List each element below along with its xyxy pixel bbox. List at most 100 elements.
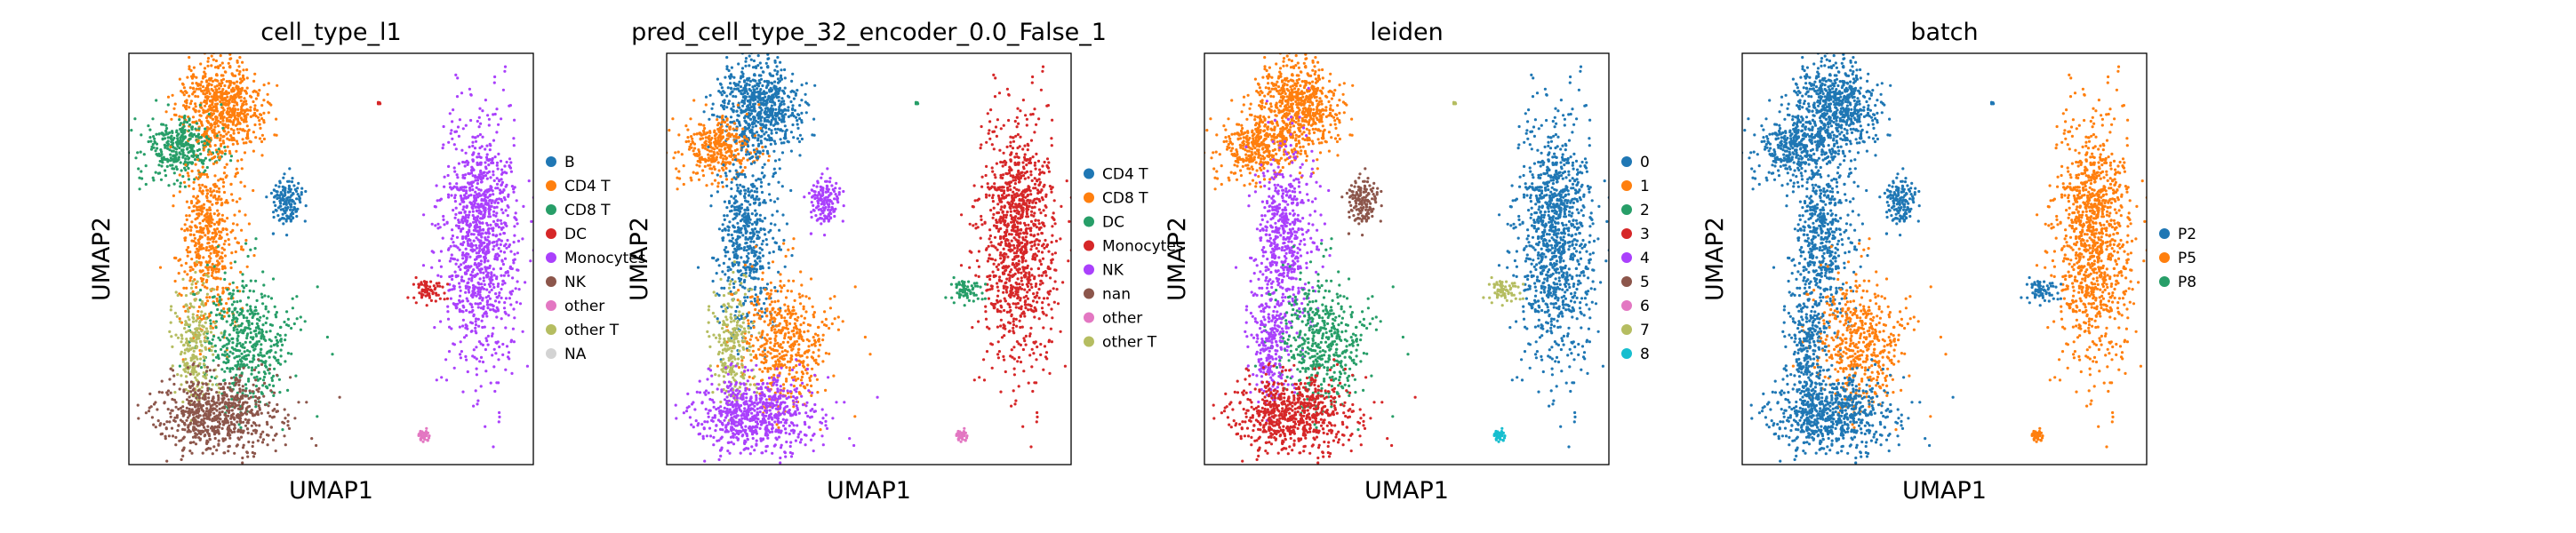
scatter-point [189, 200, 194, 203]
scatter-point [232, 347, 236, 351]
scatter-point [177, 132, 180, 136]
scatter-point [199, 135, 203, 139]
scatter-point [452, 287, 456, 290]
scatter-point [256, 324, 260, 328]
scatter-point [223, 330, 227, 333]
scatter-point [266, 92, 269, 96]
scatter-point [187, 129, 191, 132]
scatter-point [205, 266, 209, 270]
scatter-point [751, 85, 755, 89]
scatter-point [201, 301, 204, 305]
scatter-point [239, 435, 244, 439]
scatter-point [257, 400, 260, 403]
scatter-point [181, 277, 185, 281]
scatter-point [236, 416, 240, 419]
scatter-point [507, 274, 510, 277]
scatter-point [211, 417, 214, 421]
scatter-point [226, 107, 229, 110]
scatter-point [236, 363, 239, 367]
scatter-point [229, 261, 233, 265]
scatter-point [485, 339, 489, 343]
scatter-point [495, 277, 499, 281]
scatter-point [228, 436, 232, 440]
scatter-point [295, 295, 299, 298]
scatter-point [226, 95, 229, 99]
scatter-point [502, 274, 506, 277]
scatter-point [195, 344, 198, 347]
scatter-point [181, 427, 185, 431]
scatter-point [446, 173, 450, 178]
scatter-point [168, 330, 172, 333]
scatter-point [191, 135, 195, 139]
scatter-point [487, 232, 492, 235]
scatter-point [179, 139, 182, 142]
scatter-point [211, 271, 214, 274]
scatter-point [222, 333, 226, 337]
scatter-point [239, 95, 243, 99]
scatter-point [164, 129, 168, 132]
scatter-point [231, 367, 235, 370]
scatter-point [473, 263, 476, 266]
scatter-point [180, 90, 183, 93]
scatter-point [177, 272, 180, 275]
scatter-point [269, 297, 274, 300]
scatter-point [729, 115, 733, 119]
scatter-point [174, 156, 178, 160]
scatter-point [172, 374, 176, 378]
scatter-point [429, 298, 433, 302]
scatter-point [184, 309, 188, 313]
scatter-point [753, 73, 756, 76]
scatter-point [192, 387, 196, 391]
scatter-point [197, 400, 201, 403]
scatter-point [231, 73, 235, 76]
scatter-point [424, 294, 428, 298]
scatter-point [202, 108, 205, 112]
scatter-point [479, 288, 483, 291]
scatter-point [229, 420, 233, 424]
scatter-point [783, 124, 787, 128]
scatter-point [247, 366, 251, 370]
scatter-point [204, 156, 207, 160]
scatter-point [232, 129, 236, 132]
scatter-point [428, 292, 431, 296]
scatter-point [215, 404, 219, 408]
scatter-point [266, 443, 269, 447]
scatter-point [202, 414, 205, 418]
scatter-point [254, 279, 258, 282]
scatter-point [514, 287, 517, 290]
scatter-point [228, 314, 231, 318]
scatter-point [494, 222, 498, 226]
scatter-point [236, 127, 239, 131]
scatter-point [292, 322, 296, 326]
scatter-point [192, 416, 196, 419]
scatter-point [479, 295, 483, 298]
scatter-point [272, 215, 276, 219]
scatter-point [435, 184, 438, 187]
scatter-point [236, 300, 239, 304]
scatter-point [486, 114, 490, 117]
scatter-point [478, 227, 482, 231]
scatter-point [215, 375, 219, 378]
scatter-point [175, 147, 179, 151]
scatter-point [147, 124, 150, 128]
scatter-point [487, 250, 491, 254]
scatter-point [188, 414, 191, 418]
scatter-point [251, 322, 254, 325]
scatter-point [484, 202, 487, 206]
scatter-point [205, 80, 209, 84]
scatter-point [231, 123, 235, 126]
scatter-point [222, 310, 226, 314]
scatter-point [475, 331, 478, 335]
scatter-point [776, 49, 779, 52]
scatter-point [165, 420, 169, 424]
scatter-point [766, 98, 770, 101]
scatter-point [459, 203, 462, 206]
scatter-point [766, 119, 770, 123]
scatter-point [238, 397, 242, 401]
scatter-point [489, 381, 492, 385]
scatter-point [191, 402, 195, 407]
scatter-point [497, 381, 500, 385]
scatter-point [272, 394, 276, 397]
scatter-point [238, 387, 242, 391]
